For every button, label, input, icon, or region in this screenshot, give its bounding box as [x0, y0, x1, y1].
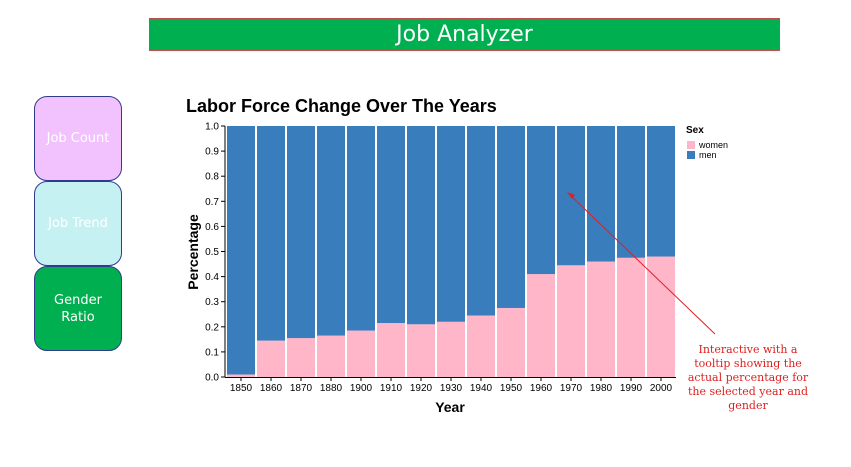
bars-group[interactable] [227, 126, 675, 377]
legend-title: Sex [686, 125, 704, 136]
bar-women-1850[interactable] [227, 374, 255, 377]
app-title: Job Analyzer [396, 22, 533, 47]
x-tick-label: 1900 [350, 383, 373, 394]
x-tick-label: 1910 [380, 383, 403, 394]
bar-men-1850[interactable] [227, 126, 255, 375]
bar-women-1940[interactable] [467, 315, 495, 377]
y-tick-label: 0.5 [205, 247, 219, 258]
bar-men-2000[interactable] [647, 126, 675, 257]
x-axis: 1850 1860 1870 1880 1900 1910 1920 1930 1940 1950… [225, 377, 676, 394]
bar-men-1960[interactable] [527, 126, 555, 275]
annotation-arrow-line [568, 193, 716, 335]
bar-men-1910[interactable] [377, 126, 405, 324]
y-tick-label: 1.0 [205, 122, 219, 133]
bar-men-1990[interactable] [617, 126, 645, 258]
x-tick-label: 1930 [440, 383, 463, 394]
bar-men-1880[interactable] [317, 126, 345, 336]
bar-women-1950[interactable] [497, 307, 525, 377]
bar-men-1980[interactable] [587, 126, 615, 262]
x-tick-label: 1960 [530, 383, 553, 394]
bar-women-1860[interactable] [257, 340, 285, 377]
bar-men-1950[interactable] [497, 126, 525, 308]
x-tick-label: 1970 [560, 383, 583, 394]
annotation-line: tooltip showing the [694, 357, 802, 370]
bar-men-1870[interactable] [287, 126, 315, 339]
bar-men-1860[interactable] [257, 126, 285, 341]
annotation-line: actual percentage for [688, 371, 809, 384]
y-tick-label: 0.0 [205, 373, 219, 384]
legend-label-men: men [699, 150, 717, 160]
y-tick-label: 0.1 [205, 347, 219, 358]
bar-men-1920[interactable] [407, 126, 435, 325]
y-tick-label: 0.9 [205, 147, 219, 158]
bar-women-1900[interactable] [347, 330, 375, 377]
job-count-button[interactable]: Job Count [34, 96, 122, 181]
annotation-line: gender [728, 399, 768, 412]
y-axis-title: Percentage [185, 214, 201, 290]
x-tick-label: 1940 [470, 383, 493, 394]
job-count-label: Job Count [46, 131, 110, 146]
x-tick-label: 1880 [320, 383, 343, 394]
x-tick-label: 1980 [590, 383, 613, 394]
x-axis-title: Year [435, 399, 465, 415]
bar-women-2000[interactable] [647, 256, 675, 377]
bar-women-1880[interactable] [317, 335, 345, 377]
chart-title: Labor Force Change Over The Years [186, 96, 497, 116]
job-trend-label: Job Trend [48, 216, 108, 231]
x-tick-label: 1950 [500, 383, 523, 394]
y-tick-label: 0.6 [205, 222, 219, 233]
annotation-line: the selected year and [688, 385, 808, 398]
legend-label-women: women [698, 140, 728, 150]
bar-men-1940[interactable] [467, 126, 495, 316]
x-tick-label: 1990 [620, 383, 643, 394]
gender-ratio-button[interactable]: Gender Ratio [34, 266, 122, 351]
bar-women-1910[interactable] [377, 323, 405, 377]
bar-women-1920[interactable] [407, 324, 435, 377]
bar-men-1900[interactable] [347, 126, 375, 331]
app-header: Job Analyzer [149, 18, 780, 51]
bar-men-1930[interactable] [437, 126, 465, 322]
annotation-line: Interactive with a [699, 343, 798, 356]
gender-ratio-label: Gender Ratio [54, 292, 102, 325]
bar-women-1960[interactable] [527, 274, 555, 377]
bar-women-1970[interactable] [557, 265, 585, 377]
legend-swatch-men [687, 151, 695, 159]
y-tick-label: 0.2 [205, 322, 219, 333]
y-tick-label: 0.3 [205, 297, 219, 308]
bar-women-1990[interactable] [617, 257, 645, 377]
job-trend-button[interactable]: Job Trend [34, 181, 122, 266]
y-axis: 0.0 0.1 0.2 0.3 0.4 0.5 0.6 0.7 0.8 0.9 1.0 [205, 122, 226, 384]
bar-women-1980[interactable] [587, 261, 615, 377]
x-tick-label: 1860 [260, 383, 283, 394]
y-tick-label: 0.8 [205, 172, 219, 183]
y-tick-label: 0.4 [205, 272, 219, 283]
y-tick-label: 0.7 [205, 197, 219, 208]
annotation-arrow-head [567, 192, 575, 199]
x-tick-label: 1850 [230, 383, 253, 394]
bar-women-1930[interactable] [437, 321, 465, 377]
x-tick-label: 2000 [650, 383, 673, 394]
legend-swatch-women [687, 141, 695, 149]
x-tick-label: 1920 [410, 383, 433, 394]
bar-women-1870[interactable] [287, 338, 315, 377]
x-tick-label: 1870 [290, 383, 313, 394]
